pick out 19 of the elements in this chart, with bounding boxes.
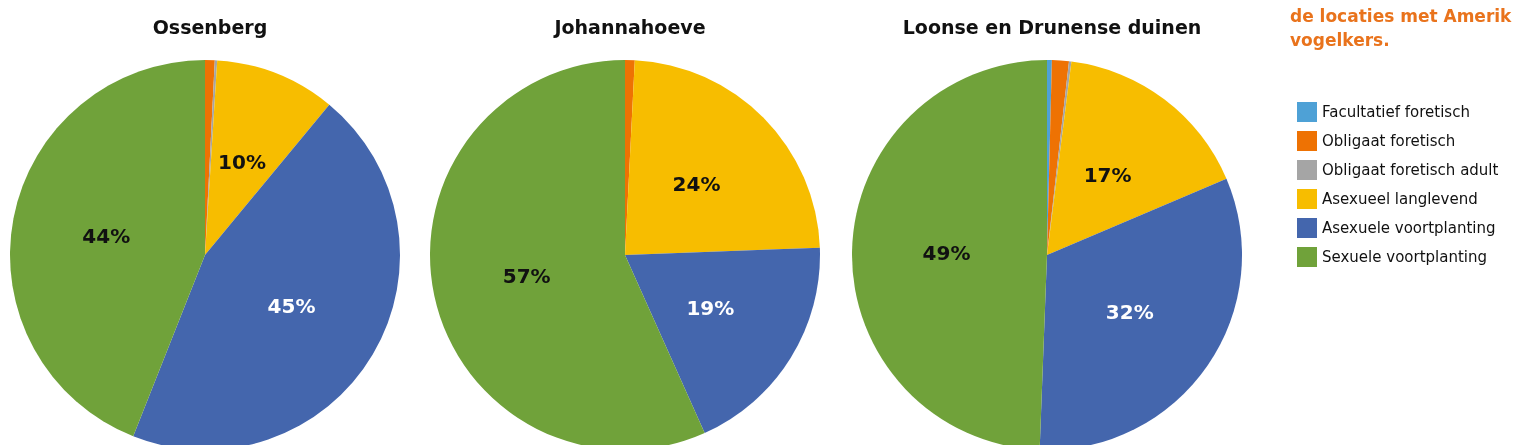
data-label: 44% bbox=[82, 224, 131, 249]
legend-label: Obligaat foretisch adult bbox=[1322, 161, 1499, 179]
text: de locaties met Amerik vogelkers. bbox=[1290, 6, 1513, 50]
data-label: 45% bbox=[267, 294, 316, 319]
legend-label: Asexueel langlevend bbox=[1322, 190, 1478, 208]
chart-title: Ossenberg bbox=[152, 15, 268, 38]
legend-label: Obligaat foretisch bbox=[1322, 132, 1456, 150]
legend-label: Asexuele voortplanting bbox=[1322, 219, 1496, 237]
data-label: 19% bbox=[686, 296, 735, 321]
data-label: 24% bbox=[672, 172, 721, 197]
data-label: 57% bbox=[502, 264, 551, 288]
data-label: 49% bbox=[922, 241, 971, 266]
data-label: 10% bbox=[218, 149, 266, 174]
legend-label: Sexuele voortplanting bbox=[1322, 248, 1488, 266]
chart-title: Loonse en Drunense duinen bbox=[902, 15, 1202, 38]
data-label: 32% bbox=[1105, 300, 1154, 325]
data-label: 17% bbox=[1083, 162, 1132, 187]
legend-label: Facultatief foretisch bbox=[1322, 103, 1470, 121]
chart-title: Johannahoeve bbox=[552, 15, 706, 38]
